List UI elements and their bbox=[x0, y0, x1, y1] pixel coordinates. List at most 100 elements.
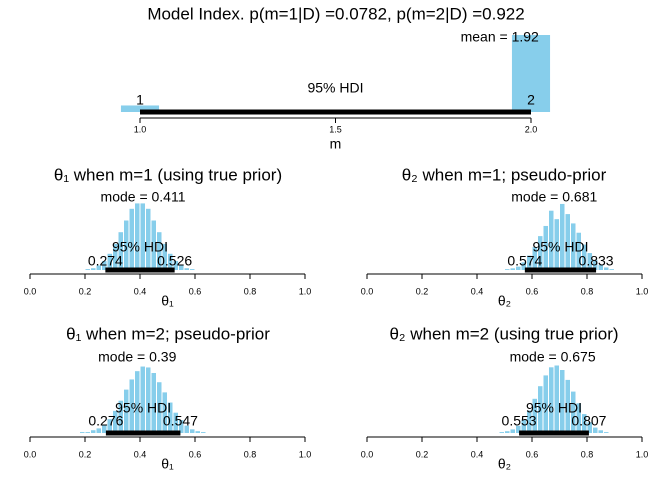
bar bbox=[129, 379, 134, 433]
bar bbox=[124, 389, 129, 433]
bar bbox=[560, 203, 565, 270]
x-tick-label: 0.6 bbox=[526, 449, 539, 459]
x-tick-label: 0.2 bbox=[79, 286, 92, 296]
x-tick-label: 0.0 bbox=[24, 286, 37, 296]
annotation: mode = 0.681 bbox=[511, 189, 597, 205]
bar bbox=[587, 422, 592, 433]
hdi-low: 0.276 bbox=[88, 413, 123, 429]
x-tick-label: 1.0 bbox=[299, 449, 312, 459]
bar bbox=[516, 425, 521, 433]
hdi-label: 95% HDI bbox=[526, 400, 582, 416]
bar bbox=[102, 424, 107, 433]
bar bbox=[184, 268, 189, 270]
bar bbox=[157, 232, 162, 270]
hdi-label: 95% HDI bbox=[115, 400, 171, 416]
x-tick-label: 1.0 bbox=[636, 286, 649, 296]
bar bbox=[549, 210, 554, 270]
bar bbox=[85, 432, 90, 433]
bar bbox=[510, 268, 515, 270]
bar bbox=[554, 365, 559, 433]
x-tick-label: 0.6 bbox=[189, 286, 202, 296]
bar bbox=[582, 244, 587, 270]
bar bbox=[184, 425, 189, 433]
bar bbox=[543, 375, 548, 433]
bar bbox=[510, 429, 515, 433]
chart-title: Model Index. p(m=1|D) =0.0782, p(m=2|D) … bbox=[147, 4, 524, 23]
bar bbox=[113, 243, 118, 270]
annotation: mode = 0.411 bbox=[101, 189, 186, 205]
bar bbox=[173, 412, 178, 433]
bar bbox=[554, 219, 559, 270]
x-tick-label: 1.0 bbox=[299, 286, 312, 296]
bar bbox=[179, 420, 184, 433]
x-tick-label: 1.0 bbox=[636, 449, 649, 459]
x-tick-label: 0.0 bbox=[361, 286, 374, 296]
bar bbox=[593, 427, 598, 433]
bar bbox=[571, 391, 576, 433]
x-axis-label: m bbox=[330, 136, 342, 152]
x-tick-label: 0.8 bbox=[581, 449, 594, 459]
bar bbox=[113, 410, 118, 433]
bar bbox=[173, 261, 178, 270]
chart-title: θ₂ when m=1; pseudo-prior bbox=[402, 165, 607, 184]
bar bbox=[124, 220, 129, 270]
x-tick-label: 0.6 bbox=[526, 286, 539, 296]
bar bbox=[560, 370, 565, 433]
bar bbox=[587, 253, 592, 270]
bar bbox=[162, 392, 167, 433]
hdi-high: 0.547 bbox=[163, 413, 198, 429]
bar bbox=[499, 432, 504, 433]
bar bbox=[129, 208, 134, 270]
x-axis-label: θ₁ bbox=[161, 293, 174, 309]
x-tick-label: 0.2 bbox=[416, 449, 429, 459]
bar bbox=[598, 430, 603, 433]
x-axis-label: θ₁ bbox=[161, 456, 174, 472]
bar bbox=[195, 431, 200, 433]
x-tick-label: 0.2 bbox=[416, 286, 429, 296]
bar bbox=[162, 243, 167, 270]
hdi-label: 95% HDI bbox=[307, 80, 363, 96]
bar bbox=[598, 264, 603, 270]
x-axis-label: θ₂ bbox=[498, 456, 511, 472]
hdi-low: 0.553 bbox=[502, 413, 537, 429]
x-tick-label: 1.0 bbox=[134, 124, 147, 134]
bar bbox=[604, 432, 609, 433]
bar bbox=[146, 208, 151, 270]
hdi-low: 0.274 bbox=[88, 253, 123, 269]
bar bbox=[505, 431, 510, 433]
x-tick-label: 0.4 bbox=[471, 286, 484, 296]
x-axis-label: θ₂ bbox=[498, 293, 511, 309]
bar bbox=[118, 400, 123, 433]
x-tick-label: 0.4 bbox=[134, 449, 147, 459]
hdi-high: 2 bbox=[527, 92, 535, 108]
hdi-high: 0.526 bbox=[157, 253, 192, 269]
bar bbox=[505, 269, 510, 270]
x-tick-label: 0.4 bbox=[134, 286, 147, 296]
bar bbox=[80, 432, 85, 433]
bar bbox=[151, 220, 156, 270]
bar bbox=[146, 367, 151, 433]
bar bbox=[140, 203, 145, 270]
bar bbox=[604, 267, 609, 270]
hdi-low: 0.574 bbox=[507, 253, 542, 269]
bar bbox=[521, 419, 526, 433]
hdi-label: 95% HDI bbox=[112, 239, 168, 255]
bar bbox=[538, 386, 543, 433]
bar bbox=[593, 259, 598, 270]
annotation: mode = 0.39 bbox=[98, 349, 176, 365]
hdi-high: 0.807 bbox=[571, 413, 606, 429]
bar bbox=[85, 269, 90, 270]
bar bbox=[582, 414, 587, 433]
chart-title: θ₁ when m=2; pseudo-prior bbox=[66, 324, 270, 343]
bar bbox=[527, 410, 532, 433]
bar bbox=[571, 223, 576, 270]
bar bbox=[565, 214, 570, 270]
bar bbox=[135, 203, 140, 270]
x-tick-label: 0.6 bbox=[189, 449, 202, 459]
bar bbox=[168, 253, 173, 270]
bar bbox=[190, 429, 195, 433]
bar bbox=[521, 262, 526, 270]
bar bbox=[190, 269, 195, 270]
x-tick-label: 0.8 bbox=[244, 449, 257, 459]
x-tick-label: 0.4 bbox=[471, 449, 484, 459]
